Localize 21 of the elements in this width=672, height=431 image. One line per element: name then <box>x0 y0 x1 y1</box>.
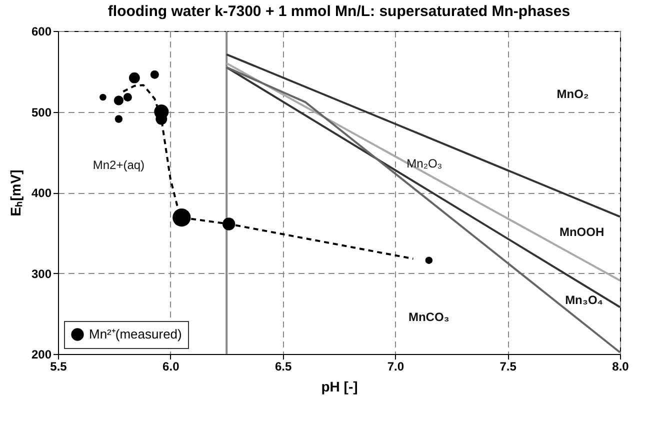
annotation: MnOOH <box>559 225 604 240</box>
y-tick-label: 600 <box>31 24 52 38</box>
x-tick-label: 6.5 <box>274 360 292 374</box>
y-axis-title: Eₕ[mV] <box>7 170 24 216</box>
x-tick-label: 5.5 <box>50 360 68 374</box>
x-tick-label: 7.5 <box>500 360 517 374</box>
y-tick-label: 200 <box>31 348 52 362</box>
x-tick-label: 7.0 <box>387 360 404 374</box>
legend-label: Mn²⁺(measured) <box>89 326 182 342</box>
y-tick-label: 500 <box>31 105 52 120</box>
x-tick-label: 8.0 <box>612 360 630 374</box>
y-tick-label: 400 <box>31 186 52 200</box>
x-axis-title: pH [-] <box>321 378 358 394</box>
annotation: MnO₂ <box>556 86 589 101</box>
annotation: Mn₃O₄ <box>565 293 604 308</box>
annotation: Mn2+(aq) <box>92 158 145 172</box>
annotation: Mn₂O₃ <box>406 156 442 170</box>
annotation: MnCO₃ <box>408 310 450 324</box>
y-tick-label: 300 <box>31 266 52 281</box>
x-tick-label: 6.0 <box>162 360 180 374</box>
chart-title: flooding water k-7300 + 1 mmol Mn/L: supersaturated Mn-phases <box>108 3 570 20</box>
